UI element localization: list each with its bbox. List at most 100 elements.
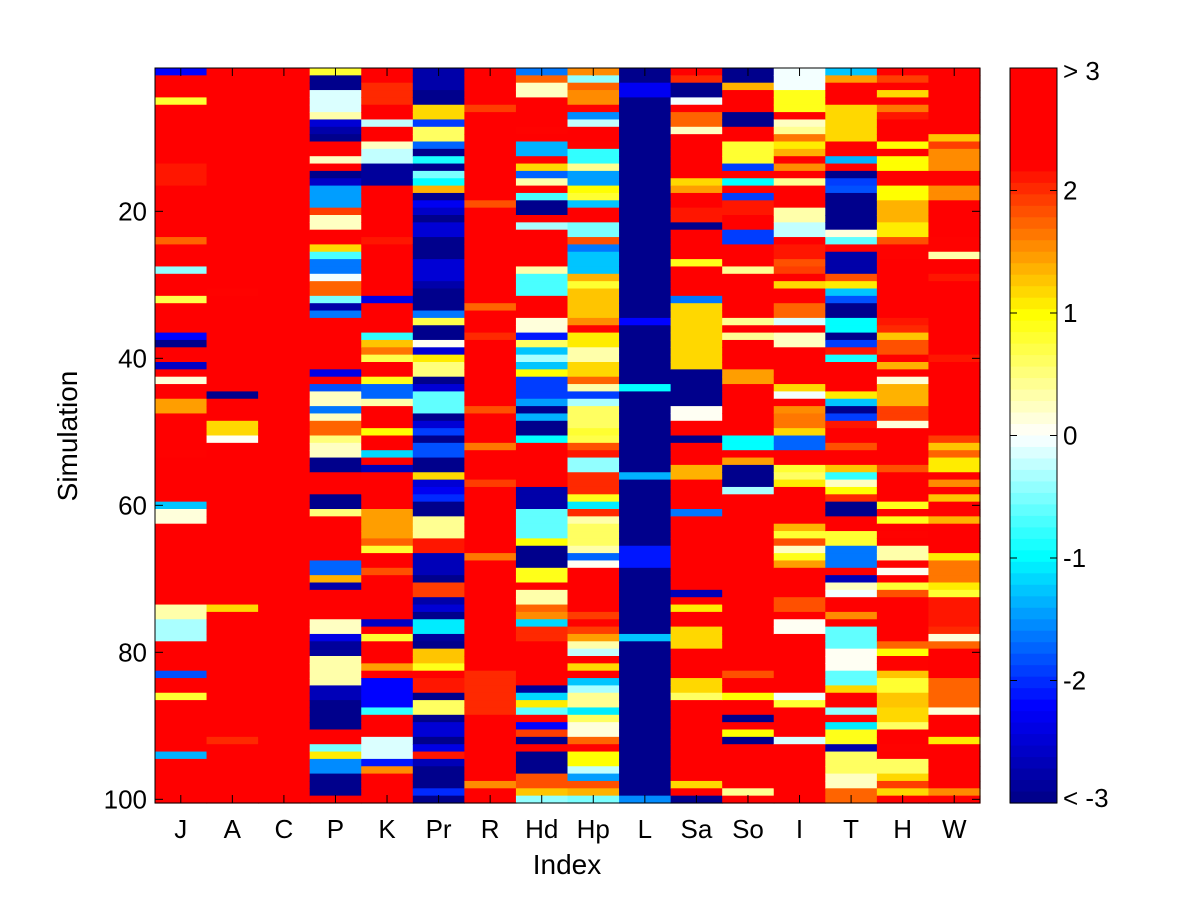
- heatmap-cell: [722, 597, 775, 606]
- heatmap-cell: [258, 560, 311, 569]
- heatmap-cell: [258, 678, 311, 686]
- heatmap-cell: [361, 303, 414, 312]
- heatmap-cell: [258, 582, 311, 591]
- heatmap-cell: [928, 362, 981, 370]
- heatmap-cell: [619, 310, 672, 319]
- heatmap-cell: [361, 156, 414, 165]
- heatmap-cell: [361, 148, 414, 157]
- heatmap-cell: [722, 766, 775, 775]
- heatmap-cell: [619, 259, 672, 268]
- heatmap-cell: [412, 722, 465, 731]
- heatmap-cell: [567, 141, 620, 150]
- heatmap-cell: [670, 678, 723, 686]
- heatmap-cell: [155, 384, 208, 392]
- heatmap-cell: [206, 82, 259, 91]
- heatmap-cell: [464, 545, 517, 554]
- heatmap-cell: [825, 744, 878, 753]
- heatmap-cell: [412, 486, 465, 495]
- heatmap-cell: [412, 273, 465, 282]
- heatmap-cell: [619, 442, 672, 451]
- heatmap-cell: [670, 428, 723, 437]
- heatmap-cell: [876, 420, 930, 429]
- colorbar-tick-label: -1: [1063, 543, 1086, 573]
- heatmap-cell: [155, 553, 208, 562]
- heatmap-cell: [773, 501, 826, 510]
- y-tick-label: 20: [118, 196, 147, 226]
- heatmap-cell: [206, 736, 259, 745]
- colorbar-band: [1010, 676, 1057, 689]
- heatmap-cell: [206, 685, 259, 694]
- heatmap-cell: [773, 780, 826, 789]
- colorbar-band: [1010, 515, 1057, 528]
- heatmap-cell: [876, 501, 930, 510]
- heatmap-cell: [258, 295, 311, 304]
- heatmap-cell: [876, 744, 930, 753]
- heatmap-cell: [928, 560, 981, 569]
- heatmap-cell: [309, 148, 362, 157]
- heatmap-cell: [722, 722, 775, 731]
- heatmap-cell: [773, 215, 826, 223]
- heatmap-cell: [876, 442, 930, 451]
- heatmap-cell: [722, 553, 775, 562]
- heatmap-cell: [773, 589, 826, 598]
- heatmap-cell: [258, 486, 311, 495]
- heatmap-cell: [928, 310, 981, 319]
- heatmap-cell: [722, 325, 775, 334]
- y-tick-label: 80: [118, 637, 147, 667]
- heatmap-cell: [825, 288, 878, 297]
- heatmap-cell: [206, 97, 259, 106]
- heatmap-cell: [825, 788, 878, 797]
- heatmap-cell: [155, 339, 208, 348]
- heatmap-cell: [258, 744, 311, 753]
- heatmap-cell: [825, 531, 878, 539]
- heatmap-cell: [619, 428, 672, 437]
- heatmap-cell: [412, 560, 465, 569]
- heatmap-cell: [619, 648, 672, 657]
- heatmap-cell: [361, 406, 414, 415]
- heatmap-cell: [515, 406, 569, 415]
- heatmap-cell: [722, 141, 775, 150]
- heatmap-cell: [825, 589, 878, 598]
- heatmap-cell: [309, 575, 362, 584]
- heatmap-cell: [412, 780, 465, 789]
- heatmap-cell: [206, 229, 259, 238]
- heatmap-cell: [309, 751, 362, 760]
- heatmap-cell: [876, 729, 930, 738]
- heatmap-cell: [619, 575, 672, 584]
- heatmap-cell: [825, 486, 878, 495]
- heatmap-cell: [567, 780, 620, 789]
- heatmap-cell: [515, 244, 569, 253]
- heatmap-cell: [773, 641, 826, 650]
- heatmap-cell: [619, 501, 672, 510]
- heatmap-cell: [670, 119, 723, 128]
- heatmap-cell: [619, 288, 672, 297]
- heatmap-cell: [464, 567, 517, 576]
- heatmap-cell: [155, 200, 208, 209]
- heatmap-cell: [876, 575, 930, 584]
- heatmap-cell: [155, 685, 208, 694]
- heatmap-cell: [206, 575, 259, 584]
- heatmap-cell: [412, 229, 465, 238]
- heatmap-cell: [464, 479, 517, 488]
- heatmap-cell: [206, 516, 259, 525]
- heatmap-cell: [773, 420, 826, 429]
- heatmap-cell: [825, 663, 878, 672]
- heatmap-cell: [155, 435, 208, 444]
- x-tick-label: Hd: [525, 814, 558, 844]
- heatmap-cell: [155, 369, 208, 378]
- heatmap-cell: [515, 273, 569, 282]
- heatmap-cell: [309, 670, 362, 679]
- x-tick-label: A: [224, 814, 242, 844]
- heatmap-cell: [258, 626, 311, 635]
- heatmap-cell: [515, 428, 569, 437]
- heatmap-cell: [825, 597, 878, 606]
- heatmap-cell: [670, 641, 723, 650]
- heatmap-cell: [206, 766, 259, 775]
- heatmap-cell: [876, 237, 930, 245]
- heatmap-cell: [773, 758, 826, 767]
- heatmap-cell: [206, 104, 259, 113]
- heatmap-cell: [567, 678, 620, 686]
- heatmap-cell: [155, 450, 208, 459]
- heatmap-cell: [361, 700, 414, 709]
- heatmap-cell: [258, 435, 311, 444]
